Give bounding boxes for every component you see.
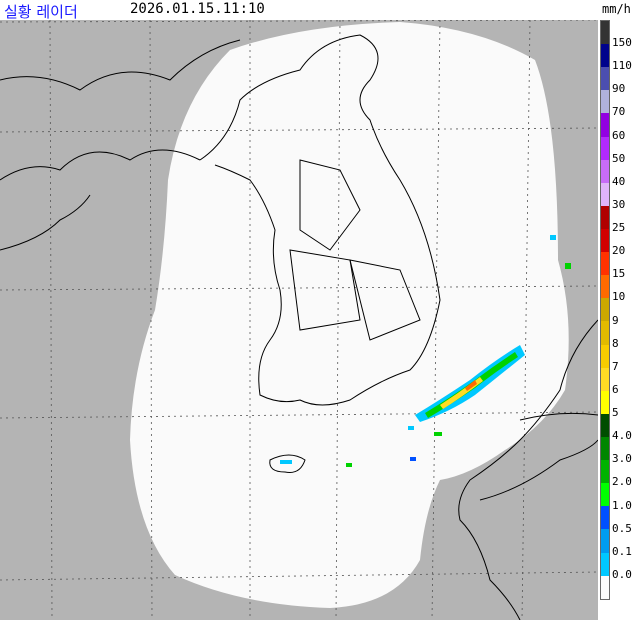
legend-label: 0.0 [612, 567, 632, 581]
legend-color-segment [601, 506, 609, 530]
legend-color-segment [601, 298, 609, 322]
grid-lines [0, 20, 598, 620]
legend-color-segment [601, 113, 609, 137]
legend-label: 90 [612, 82, 626, 96]
legend-label: 50 [612, 151, 626, 165]
precipitation-echoes [280, 235, 571, 467]
legend-label: 25 [612, 221, 626, 235]
legend-label: 2.0 [612, 475, 632, 489]
legend-label: 40 [612, 174, 626, 188]
legend-color-segment [601, 159, 609, 183]
legend-color-segment [601, 390, 609, 414]
legend-label: 4.0 [612, 429, 632, 443]
radar-coverage-area [130, 22, 569, 608]
legend-label: 1.0 [612, 498, 632, 512]
legend-label: 10 [612, 290, 626, 304]
header: 실황 레이더 2026.01.15.11:10 [0, 0, 598, 21]
precipitation-color-scale [600, 20, 610, 600]
legend-color-segment [601, 413, 609, 437]
map-title: 실황 레이더 [4, 3, 78, 21]
legend-color-segment [601, 460, 609, 484]
legend-label: 0.1 [612, 544, 632, 558]
legend-color-segment [601, 252, 609, 276]
legend-label: 110 [612, 59, 632, 73]
legend-color-segment [601, 182, 609, 206]
legend-color-segment [601, 367, 609, 391]
legend-label: 3.0 [612, 452, 632, 466]
legend-color-segment [601, 529, 609, 553]
legend-color-segment [601, 136, 609, 160]
legend-label: 6 [612, 382, 619, 396]
legend-label: 70 [612, 105, 626, 119]
legend-color-segment [601, 344, 609, 368]
legend-color-segment [601, 205, 609, 229]
timestamp: 2026.01.15.11:10 [130, 1, 265, 17]
legend-label: 8 [612, 336, 619, 350]
legend-color-segment [601, 483, 609, 507]
legend-color-segment [601, 21, 609, 45]
legend-label: 9 [612, 313, 619, 327]
legend-color-segment [601, 44, 609, 68]
radar-map[interactable] [0, 20, 598, 620]
legend-color-segment [601, 67, 609, 91]
legend-color-segment [601, 321, 609, 345]
legend-label: 15 [612, 267, 626, 281]
legend-unit: mm/h [602, 2, 631, 16]
legend-label: 150 [612, 36, 632, 50]
legend-label: 30 [612, 197, 626, 211]
coastlines [0, 34, 598, 620]
legend-label: 60 [612, 128, 626, 142]
legend-label: 7 [612, 359, 619, 373]
legend-color-segment [601, 436, 609, 461]
legend-color-segment [601, 90, 609, 114]
legend-color-segment [601, 228, 609, 253]
legend-label: 0.5 [612, 521, 632, 535]
legend-label: 5 [612, 406, 619, 420]
legend-color-segment [601, 552, 609, 576]
legend-color-segment [601, 275, 609, 299]
legend-color-segment [601, 575, 609, 599]
legend-label: 20 [612, 244, 626, 258]
